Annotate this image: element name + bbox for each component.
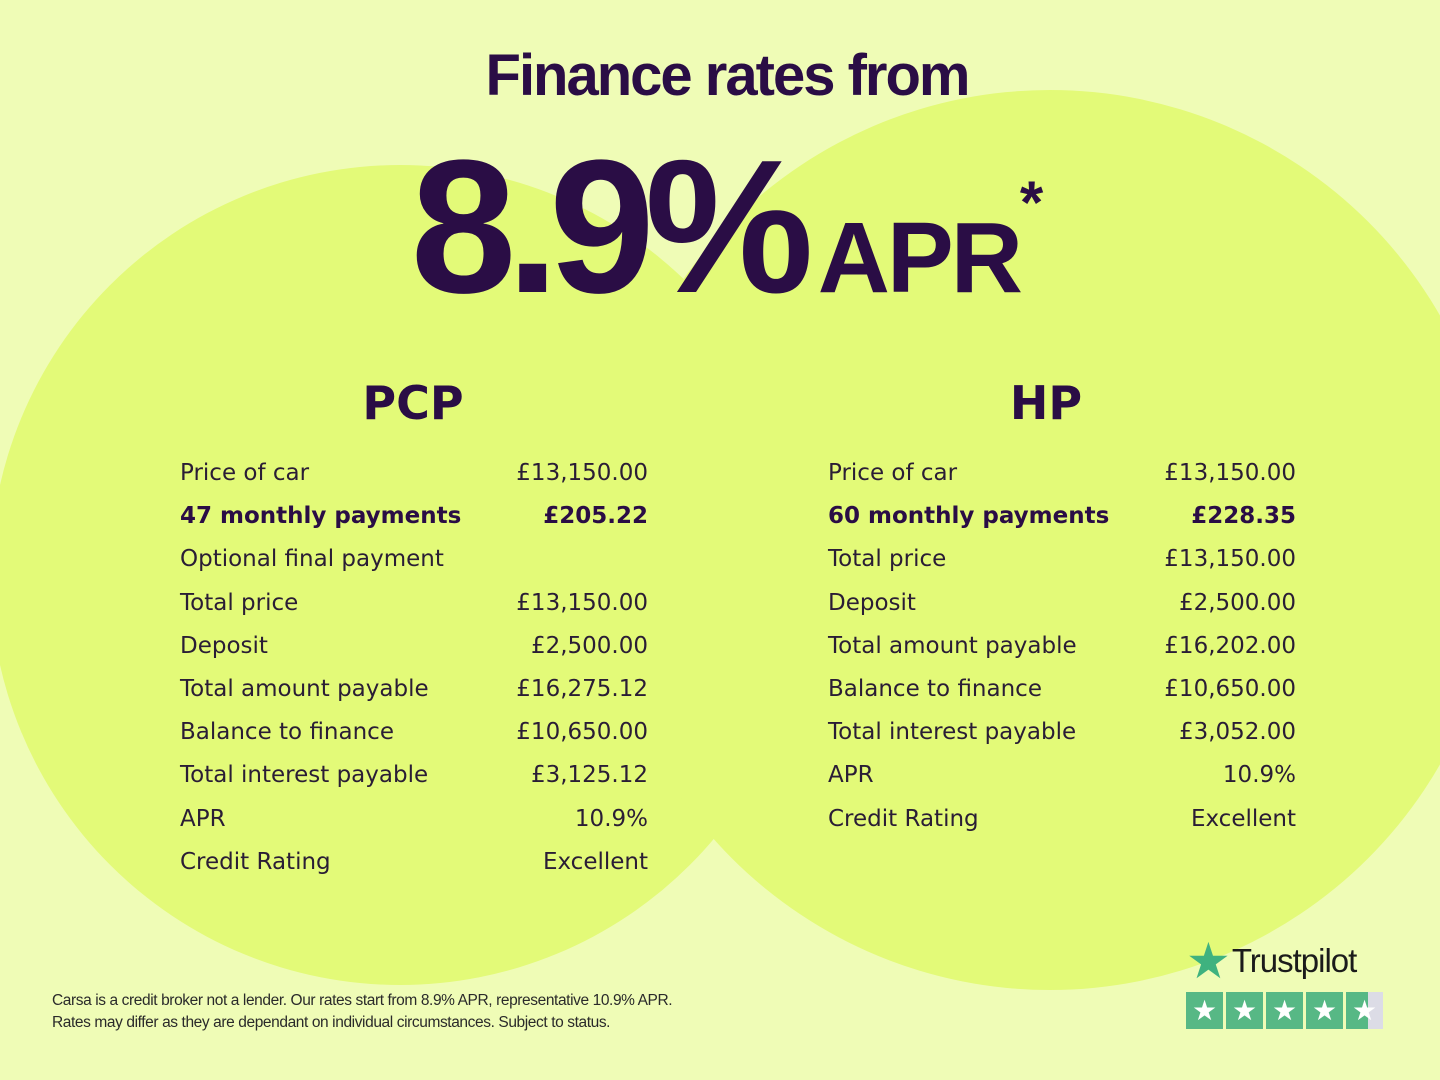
table-row: Total price £13,150.00	[180, 586, 648, 629]
asterisk: *	[1019, 169, 1044, 236]
table-row: Balance to finance £10,650.00	[828, 672, 1296, 715]
table-row: Total interest payable £3,125.12	[180, 758, 648, 801]
table-row: Deposit £2,500.00	[828, 586, 1296, 629]
table-row: APR 10.9%	[180, 802, 648, 845]
row-value: £228.35	[1191, 503, 1296, 530]
row-label: Total amount payable	[828, 632, 1077, 659]
table-row: Price of car £13,150.00	[828, 456, 1296, 499]
row-value: £13,150.00	[1164, 460, 1296, 486]
row-label: 47 monthly payments	[180, 503, 462, 530]
rate-value: 8.9%	[410, 121, 814, 333]
table-row: Optional final payment	[180, 542, 648, 585]
disclaimer-line: Carsa is a credit broker not a lender. O…	[52, 992, 673, 1009]
row-label: APR	[180, 805, 226, 832]
row-label: Balance to finance	[828, 675, 1042, 702]
row-value: £13,150.00	[516, 460, 648, 486]
row-value: 10.9%	[1222, 762, 1296, 789]
table-row: Credit Rating Excellent	[180, 845, 648, 888]
row-label: Optional final payment	[180, 546, 444, 573]
row-value: 10.9%	[574, 805, 648, 832]
table-row: Total interest payable £3,052.00	[828, 715, 1296, 758]
table-row: Total amount payable £16,275.12	[180, 672, 648, 715]
table-row: 60 monthly payments £228.35	[828, 499, 1296, 542]
hp-heading: HP	[1009, 376, 1083, 430]
row-value: Excellent	[542, 848, 648, 875]
table-row: 47 monthly payments £205.22	[180, 499, 648, 542]
table-row: Total amount payable £16,202.00	[828, 629, 1296, 672]
table-row: Deposit £2,500.00	[180, 629, 648, 672]
row-value: £3,052.00	[1178, 719, 1296, 746]
row-label: APR	[828, 762, 874, 789]
row-label: Deposit	[180, 632, 268, 659]
row-value: £13,150.00	[1164, 546, 1296, 573]
half-star-icon: ★	[1346, 992, 1383, 1029]
row-value: £16,275.12	[516, 675, 648, 702]
star-icon: ★	[1226, 992, 1263, 1029]
table-row: Price of car £13,150.00	[180, 456, 648, 499]
row-value: £13,150.00	[516, 589, 648, 616]
row-label: Total interest payable	[828, 719, 1077, 746]
table-row: APR 10.9%	[828, 758, 1296, 801]
decorative-circle-right	[600, 90, 1440, 990]
row-label: Price of car	[828, 460, 958, 486]
star-icon: ★	[1186, 933, 1231, 989]
row-value: £2,500.00	[1178, 589, 1296, 616]
hp-table: Price of car £13,150.00 60 monthly payment…	[828, 456, 1296, 845]
row-label: Total price	[180, 589, 299, 616]
trustpilot-label: Trustpilot	[1231, 942, 1357, 979]
row-label: Total price	[828, 546, 947, 573]
row-value: £10,650.00	[1164, 675, 1296, 702]
row-label: Price of car	[180, 460, 310, 486]
row-label: 60 monthly payments	[828, 503, 1110, 530]
row-value: £10,650.00	[516, 719, 648, 746]
table-row: Credit Rating Excellent	[828, 802, 1296, 845]
trustpilot-rating: ★ ★ ★ ★ ★	[1186, 992, 1383, 1029]
apr-label: APR	[817, 202, 1023, 314]
row-label: Credit Rating	[180, 848, 331, 875]
star-icon: ★	[1266, 992, 1303, 1029]
row-value: £3,125.12	[530, 762, 648, 789]
star-icon: ★	[1186, 992, 1223, 1029]
row-label: Deposit	[828, 589, 916, 616]
table-row: Total price £13,150.00	[828, 542, 1296, 585]
headline-title: Finance rates from	[485, 43, 971, 108]
row-label: Total interest payable	[180, 762, 429, 789]
row-value: Excellent	[1190, 805, 1296, 832]
star-icon: ★	[1306, 992, 1343, 1029]
pcp-table: Price of car £13,150.00 47 monthly payment…	[180, 456, 648, 888]
row-value: £2,500.00	[530, 632, 648, 659]
row-label: Balance to finance	[180, 719, 394, 746]
row-value: £16,202.00	[1164, 632, 1296, 659]
row-value: £205.22	[543, 503, 648, 530]
trustpilot-badge[interactable]: ★ Trustpilot ★ ★ ★ ★ ★	[1186, 936, 1383, 1029]
row-label: Credit Rating	[828, 805, 979, 832]
pcp-heading: PCP	[362, 376, 464, 430]
headline-rate: 8.9% APR*	[0, 118, 1440, 336]
table-row: Balance to finance £10,650.00	[180, 715, 648, 758]
disclaimer-line: Rates may differ as they are dependant o…	[52, 1014, 611, 1031]
row-label: Total amount payable	[180, 675, 429, 702]
disclaimer: Carsa is a credit broker not a lender. O…	[52, 990, 673, 1034]
